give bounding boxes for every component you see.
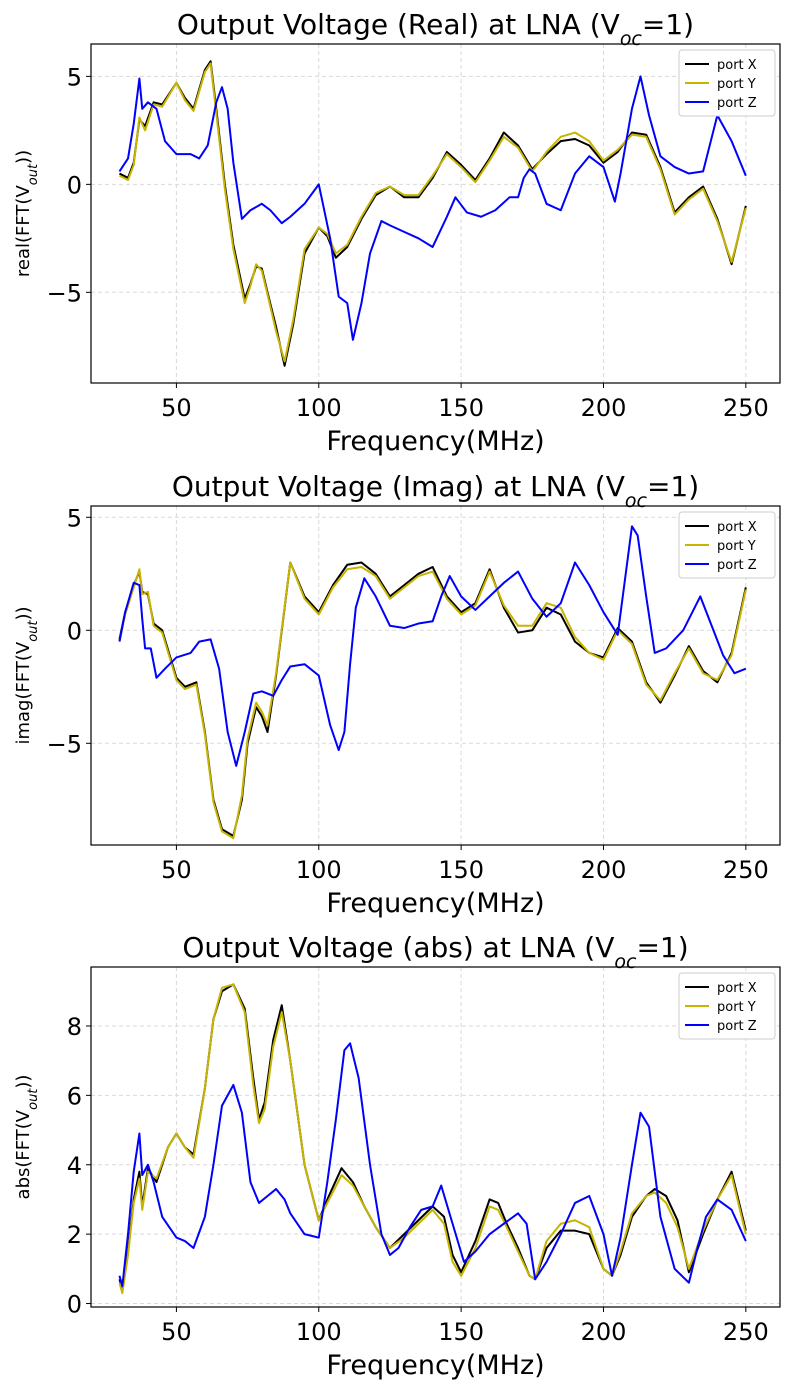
y-tick-label: 5 <box>67 63 82 91</box>
legend: port X port Y port Z <box>678 511 776 579</box>
series-line-port-z <box>118 75 747 341</box>
x-tick-label: 150 <box>438 394 484 422</box>
legend-label-port-y: port Y <box>717 1000 756 1015</box>
series-line-port-x <box>118 561 747 837</box>
legend-label-port-y: port Y <box>717 77 756 92</box>
x-tick-label: 100 <box>296 394 342 422</box>
x-tick-label: 250 <box>723 856 769 884</box>
y-tick-label: 2 <box>67 1221 82 1249</box>
x-tick-label: 200 <box>581 1318 627 1346</box>
x-axis-label: Frequency(MHz) <box>326 1350 544 1381</box>
series-line-port-y <box>119 62 747 363</box>
plot-frame <box>90 966 781 1308</box>
series-line-port-z <box>118 525 747 767</box>
plot-frame <box>90 505 781 846</box>
legend-label-port-x: port X <box>717 520 757 535</box>
legend-label-port-y: port Y <box>717 539 756 554</box>
y-axis-label: imag(FFT(Vout)) <box>13 606 41 744</box>
legend-label-port-z: port Z <box>717 1019 757 1034</box>
x-tick-label: 250 <box>723 1318 769 1346</box>
x-tick-label: 100 <box>296 1318 342 1346</box>
y-tick-label: −5 <box>47 730 82 758</box>
y-tick-label: 5 <box>67 504 82 532</box>
series-line-port-y <box>118 983 747 1295</box>
y-tick-label: 0 <box>67 171 82 199</box>
plot-frame <box>90 43 781 384</box>
x-tick-label: 50 <box>161 394 192 422</box>
legend-label-port-x: port X <box>717 58 757 73</box>
x-tick-label: 200 <box>581 856 627 884</box>
y-tick-label: 6 <box>67 1082 82 1110</box>
x-axis-label: Frequency(MHz) <box>326 888 544 919</box>
legend-label-port-z: port Z <box>717 558 757 573</box>
y-tick-label: 0 <box>67 1291 82 1319</box>
x-tick-label: 100 <box>296 856 342 884</box>
y-tick-label: −5 <box>47 279 82 307</box>
chart-title: Output Voltage (abs) at LNA (Voc=1) <box>182 931 688 973</box>
x-tick-label: 200 <box>581 394 627 422</box>
legend-label-port-z: port Z <box>717 96 757 111</box>
x-tick-label: 250 <box>723 394 769 422</box>
y-tick-label: 4 <box>67 1152 82 1180</box>
legend: port X port Y port Z <box>678 972 776 1040</box>
series-line-port-y <box>118 561 747 840</box>
y-axis-label: abs(FFT(Vout)) <box>13 1075 41 1200</box>
legend: port X port Y port Z <box>678 49 776 117</box>
x-tick-label: 50 <box>161 1318 192 1346</box>
x-axis-label: Frequency(MHz) <box>326 426 544 457</box>
x-tick-label: 150 <box>438 1318 484 1346</box>
x-tick-label: 150 <box>438 856 484 884</box>
legend-label-port-x: port X <box>717 981 757 996</box>
y-tick-label: 0 <box>67 617 82 645</box>
chart-panel-3: 50 100 150 200 250 8 6 4 2 0 Output Voltage (abs) … <box>13 931 781 1381</box>
x-tick-label: 50 <box>161 856 192 884</box>
chart-title: Output Voltage (Imag) at LNA (Voc=1) <box>172 470 699 512</box>
y-tick-label: 8 <box>67 1013 82 1041</box>
y-axis-label: real(FFT(Vout)) <box>13 150 41 277</box>
series-line-port-z <box>118 1042 747 1288</box>
chart-title: Output Voltage (Real) at LNA (Voc=1) <box>177 8 694 50</box>
